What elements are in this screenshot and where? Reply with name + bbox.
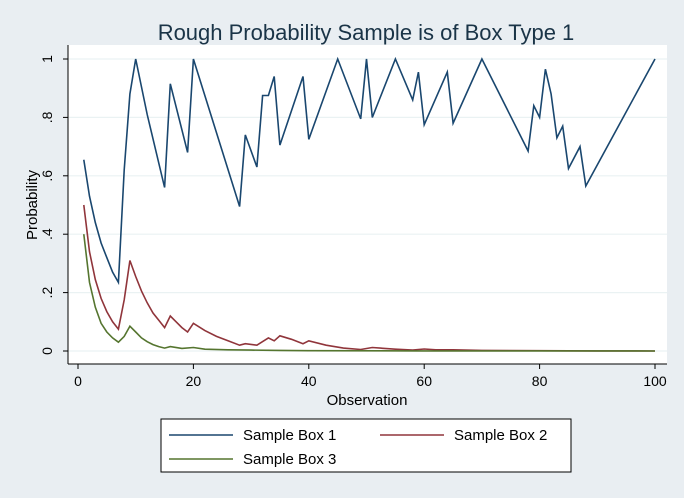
series-line-1 xyxy=(83,56,656,286)
y-tick-label: 0 xyxy=(39,347,55,355)
legend-label-3: Sample Box 3 xyxy=(243,451,336,468)
chart-title: Rough Probability Sample is of Box Type … xyxy=(158,20,575,45)
y-tick-label: 1 xyxy=(39,55,55,63)
y-tick-label: .8 xyxy=(39,111,55,123)
y-axis-label: Probability xyxy=(24,169,41,240)
x-tick-label: 100 xyxy=(643,373,667,389)
y-tick-label: .6 xyxy=(39,170,55,182)
x-tick-label: 40 xyxy=(301,373,317,389)
y-tick-label: .4 xyxy=(39,228,55,240)
legend: Sample Box 1 Sample Box 2 Sample Box 3 xyxy=(160,418,572,473)
y-ticks: 0 .2 .4 .6 .8 1 xyxy=(39,55,68,355)
x-tick-label: 60 xyxy=(416,373,432,389)
series-lines xyxy=(83,56,656,352)
y-tick-label: .2 xyxy=(39,287,55,299)
legend-label-2: Sample Box 2 xyxy=(454,427,547,444)
legend-label-1: Sample Box 1 xyxy=(243,427,336,444)
legend-box xyxy=(160,418,572,473)
series-line-3 xyxy=(83,234,656,352)
x-tick-label: 20 xyxy=(186,373,202,389)
x-tick-label: 80 xyxy=(532,373,548,389)
series-line-2 xyxy=(83,204,656,352)
x-axis-label: Observation xyxy=(327,392,408,409)
plot-area xyxy=(68,45,667,364)
x-ticks: 0 20 40 60 80 100 xyxy=(74,364,667,389)
x-tick-label: 0 xyxy=(74,373,82,389)
